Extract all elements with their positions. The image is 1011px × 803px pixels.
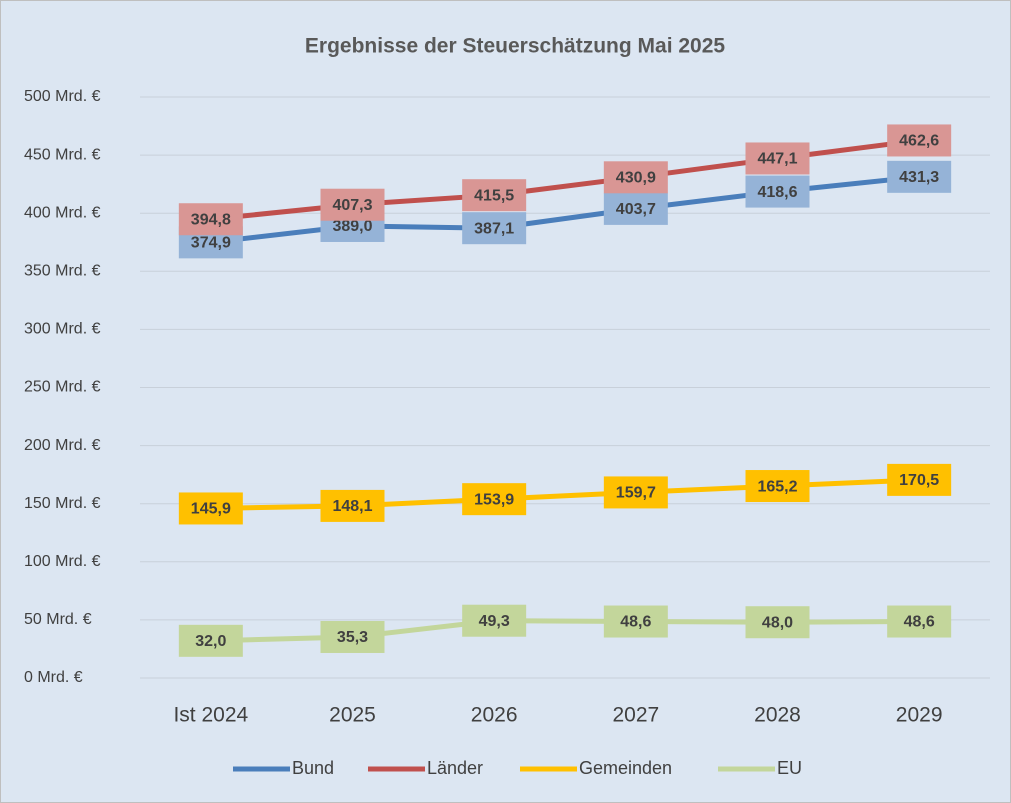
- data-label-box: [887, 463, 952, 496]
- data-label: 430,9: [616, 170, 656, 187]
- data-label: 407,3: [332, 197, 372, 214]
- y-tick-label: 300 Mrd. €: [24, 321, 101, 338]
- x-tick-label: Ist 2024: [173, 704, 248, 727]
- y-tick-label: 450 Mrd. €: [24, 146, 101, 163]
- data-label-box: [320, 620, 385, 653]
- data-label: 32,0: [195, 633, 226, 650]
- data-label: 35,3: [337, 629, 368, 646]
- data-label-box: [178, 203, 243, 236]
- data-label-box: [887, 160, 952, 193]
- data-label-box: [462, 483, 527, 516]
- data-label-box: [745, 142, 810, 175]
- x-tick-label: 2026: [471, 704, 518, 727]
- data-label-box: [887, 605, 952, 638]
- data-label-box: [462, 179, 527, 212]
- y-tick-label: 250 Mrd. €: [24, 379, 101, 396]
- data-label-box: [745, 175, 810, 208]
- data-label-box: [603, 476, 668, 509]
- data-label: 374,9: [191, 235, 231, 252]
- data-label: 431,3: [899, 169, 939, 186]
- data-label-box: [603, 161, 668, 194]
- y-tick-label: 150 Mrd. €: [24, 495, 101, 512]
- data-label-box: [462, 604, 527, 637]
- y-tick-label: 100 Mrd. €: [24, 553, 101, 570]
- x-tick-label: 2027: [612, 704, 659, 727]
- data-label-box: [178, 624, 243, 657]
- data-label-box: [745, 606, 810, 639]
- y-tick-label: 500 Mrd. €: [24, 88, 101, 105]
- data-label: 48,6: [620, 614, 651, 631]
- data-label: 165,2: [757, 478, 797, 495]
- data-label: 48,6: [904, 614, 935, 631]
- data-label: 170,5: [899, 472, 939, 489]
- data-label-box: [320, 489, 385, 522]
- data-label: 462,6: [899, 133, 939, 150]
- data-label: 148,1: [332, 498, 372, 515]
- data-label-box: [745, 470, 810, 503]
- data-label: 415,5: [474, 187, 514, 204]
- data-label: 159,7: [616, 485, 656, 502]
- y-tick-label: 0 Mrd. €: [24, 669, 83, 686]
- legend-label: Bund: [292, 758, 334, 778]
- legend-label: Länder: [427, 758, 483, 778]
- y-tick-label: 350 Mrd. €: [24, 263, 101, 280]
- x-tick-label: 2025: [329, 704, 376, 727]
- data-label: 418,6: [757, 184, 797, 201]
- data-label-box: [320, 188, 385, 221]
- x-tick-label: 2028: [754, 704, 801, 727]
- data-label: 153,9: [474, 491, 514, 508]
- data-label: 49,3: [479, 613, 510, 630]
- data-label-box: [462, 212, 527, 245]
- legend-label: EU: [777, 758, 802, 778]
- data-label-box: [887, 124, 952, 157]
- chart-title: Ergebnisse der Steuerschätzung Mai 2025: [305, 35, 725, 58]
- data-label: 48,0: [762, 614, 793, 631]
- data-label: 145,9: [191, 501, 231, 518]
- y-tick-label: 400 Mrd. €: [24, 204, 101, 221]
- legend-label: Gemeinden: [579, 758, 672, 778]
- data-label: 389,0: [332, 218, 372, 235]
- data-label: 387,1: [474, 220, 514, 237]
- y-tick-label: 50 Mrd. €: [24, 611, 92, 628]
- data-label: 403,7: [616, 201, 656, 218]
- data-label: 394,8: [191, 211, 231, 228]
- y-tick-label: 200 Mrd. €: [24, 437, 101, 454]
- data-label-box: [178, 492, 243, 525]
- data-label-box: [603, 192, 668, 225]
- data-label: 447,1: [757, 151, 797, 168]
- data-label-box: [603, 605, 668, 638]
- x-tick-label: 2029: [896, 704, 943, 727]
